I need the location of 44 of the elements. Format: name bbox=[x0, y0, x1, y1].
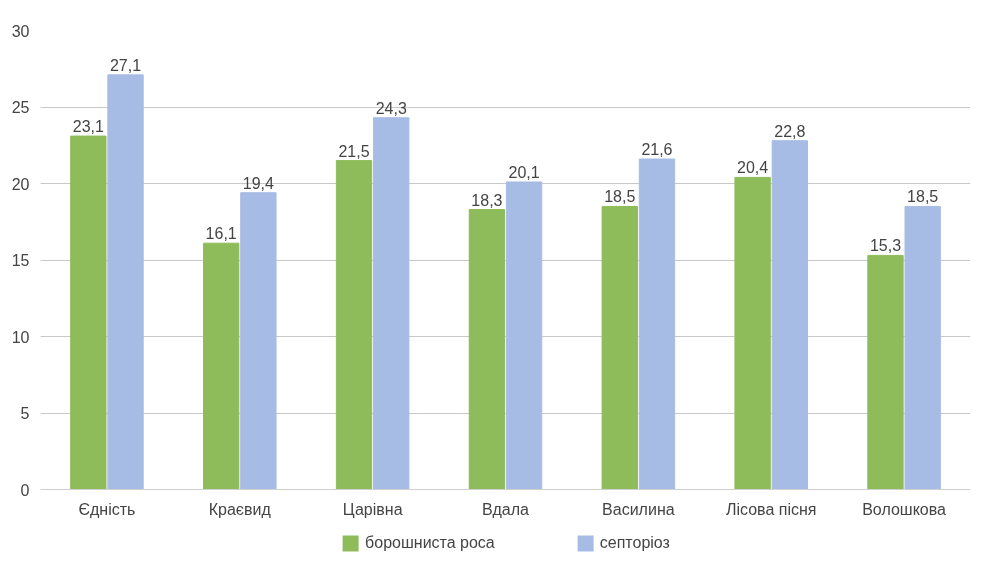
legend-label: борошниста роса bbox=[365, 533, 495, 552]
data-label: 18,5 bbox=[907, 188, 939, 206]
data-label: 19,4 bbox=[242, 174, 275, 192]
y-tick-label: 20 bbox=[11, 175, 30, 193]
y-tick-label: 30 bbox=[11, 22, 30, 40]
data-label: 18,3 bbox=[471, 191, 503, 209]
data-label: 15,3 bbox=[869, 237, 902, 255]
x-tick-label: Волошкова bbox=[862, 500, 947, 518]
bar bbox=[505, 181, 543, 490]
x-tick-label: Вдала bbox=[482, 500, 530, 518]
data-label: 27,1 bbox=[109, 56, 142, 74]
bar bbox=[601, 205, 638, 490]
y-tick-label: 25 bbox=[11, 99, 30, 116]
bar bbox=[468, 209, 506, 490]
y-tick-label: 0 bbox=[20, 481, 30, 499]
x-tick-label: Царівна bbox=[342, 500, 403, 518]
y-tick-label: 5 bbox=[20, 405, 30, 422]
bar bbox=[335, 160, 373, 490]
x-tick-label: Лісова пісня bbox=[725, 500, 817, 518]
legend-label: септоріоз bbox=[599, 533, 670, 552]
bar bbox=[867, 254, 904, 490]
data-label: 21,6 bbox=[641, 141, 673, 159]
x-tick-label: Єдність bbox=[78, 500, 136, 518]
bar bbox=[373, 117, 410, 490]
bar bbox=[904, 205, 941, 490]
data-label: 24,3 bbox=[375, 99, 407, 117]
data-label: 20,1 bbox=[508, 163, 540, 181]
y-tick-label: 10 bbox=[11, 328, 30, 346]
data-label: 22,8 bbox=[774, 122, 806, 140]
data-label: 16,1 bbox=[205, 225, 237, 243]
data-label: 18,5 bbox=[604, 188, 636, 206]
y-tick-label: 15 bbox=[11, 252, 30, 269]
data-label: 23,1 bbox=[72, 118, 104, 136]
data-label: 20,4 bbox=[737, 159, 769, 177]
x-tick-label: Краєвид bbox=[208, 500, 272, 518]
data-label: 21,5 bbox=[338, 142, 370, 160]
bar bbox=[734, 176, 771, 490]
x-tick-label: Василина bbox=[602, 500, 675, 518]
bar bbox=[203, 242, 240, 490]
bar bbox=[70, 135, 107, 490]
bar bbox=[240, 192, 277, 490]
bar bbox=[638, 158, 676, 490]
bar bbox=[107, 74, 144, 490]
bar bbox=[771, 140, 808, 490]
